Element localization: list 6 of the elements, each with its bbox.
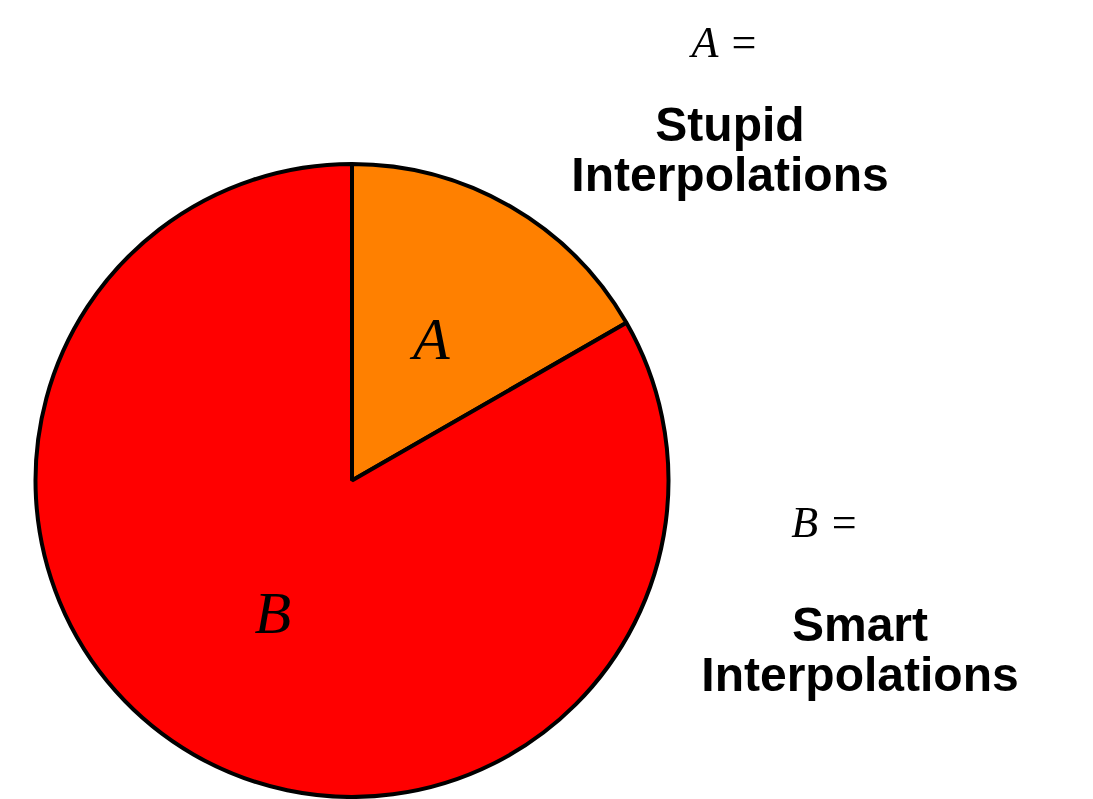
text: Stupid Interpolations [570, 98, 890, 202]
text: B = [790, 498, 860, 547]
slice-label: B [254, 580, 292, 647]
text: A = [688, 18, 760, 67]
text: Smart Interpolations [700, 598, 1020, 702]
slice-label: A [408, 306, 450, 373]
